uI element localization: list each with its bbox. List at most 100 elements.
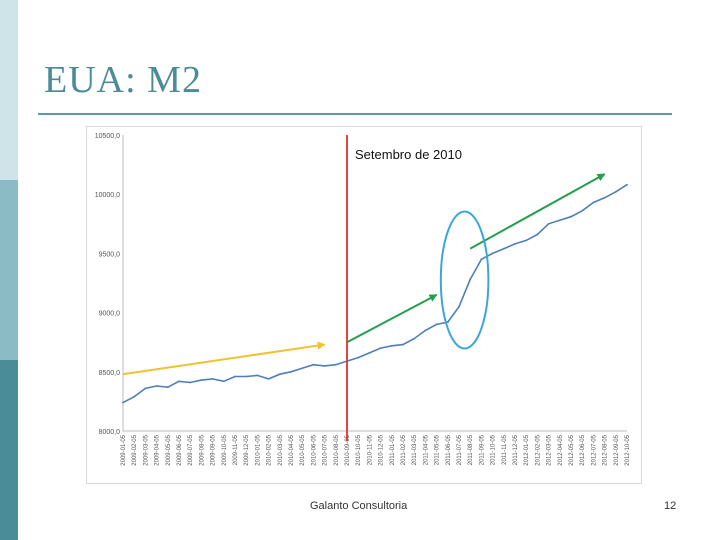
x-tick-label: 2012-06-05 [580, 434, 586, 465]
title-rule [38, 113, 672, 115]
x-tick-label: 2009-12-05 [244, 434, 250, 465]
x-tick-label: 2009-03-05 [143, 434, 149, 465]
m2-data-point [514, 243, 516, 245]
x-tick-label: 2012-07-05 [591, 434, 597, 465]
chart-panel: 8000,0 8500,0 9000,0 9500,0 10000,0 10500,0 20… [86, 126, 642, 484]
x-tick-label: 2011-04-05 [423, 434, 429, 465]
x-tick-label: 2009-06-05 [177, 434, 183, 465]
footer-text: Galanto Consultoria [310, 500, 408, 512]
side-band-light [0, 0, 18, 180]
x-tick-label: 2009-02-05 [132, 434, 138, 465]
x-tick-label: 2010-05-05 [300, 434, 306, 465]
x-tick-label: 2011-11-05 [502, 434, 508, 464]
x-tick-label: 2011-10-05 [491, 434, 497, 465]
x-tick-label: 2010-03-05 [278, 434, 284, 465]
m2-data-point [502, 247, 505, 250]
x-tick-label: 2009-10-05 [222, 434, 228, 465]
trend-arrow [346, 293, 438, 344]
x-tick-label: 2010-10-05 [356, 434, 362, 465]
m2-data-point [480, 258, 483, 261]
m2-data-point [458, 305, 460, 308]
x-tick-label: 2010-04-05 [289, 434, 295, 465]
x-tick-label: 2011-08-05 [468, 434, 474, 465]
trend-arrow [469, 173, 606, 250]
m2-data-point [581, 209, 584, 212]
m2-data-point [402, 343, 404, 346]
m2-data-point [368, 351, 371, 354]
m2-data-point [133, 395, 136, 398]
m2-data-point [469, 278, 472, 281]
x-tick-label: 2010-01-05 [255, 434, 261, 465]
x-tick-label: 2012-02-05 [535, 434, 541, 465]
x-tick-label: 2009-05-05 [166, 434, 172, 465]
m2-data-point [256, 374, 259, 377]
m2-data-point [301, 367, 304, 370]
highlight-ellipse [439, 210, 490, 350]
x-tick-label: 2009-01-05 [121, 434, 127, 465]
x-tick-label: 2010-02-05 [267, 434, 273, 465]
x-tick-label: 2011-06-05 [446, 434, 452, 465]
m2-data-point [413, 337, 416, 340]
m2-data-point [626, 183, 628, 186]
m2-data-point [614, 190, 617, 193]
y-tick-label: 10000,0 [95, 192, 120, 199]
m2-data-point [278, 373, 281, 376]
m2-data-point [245, 375, 248, 378]
m2-data-point [200, 379, 203, 381]
x-tick-label: 2011-07-05 [457, 434, 463, 465]
x-tick-label: 2012-09-05 [614, 434, 620, 465]
m2-data-point [267, 378, 270, 380]
y-tick-label: 8000,0 [99, 429, 121, 436]
m2-data-point [603, 196, 606, 199]
m2-data-point [357, 356, 360, 359]
m2-data-point [144, 387, 147, 390]
x-tick-label: 2012-01-05 [524, 434, 530, 465]
y-tick-label: 8500,0 [99, 370, 121, 377]
m2-data-point [491, 252, 494, 255]
m2-data-point [570, 215, 572, 218]
x-tick-label: 2009-08-05 [199, 434, 205, 465]
x-tick-label: 2010-12-05 [379, 434, 385, 465]
m2-data-point [558, 219, 561, 222]
x-tick-label: 2011-05-05 [435, 434, 441, 465]
x-tick-label: 2010-07-05 [323, 434, 329, 465]
m2-data-point [234, 375, 236, 378]
m2-data-point [435, 323, 438, 326]
x-tick-label: 2012-10-05 [625, 434, 631, 465]
m2-data-point [525, 239, 528, 242]
x-tick-label: 2010-06-05 [311, 434, 317, 465]
m2-data-point [446, 321, 449, 323]
m2-data-point [155, 385, 158, 387]
x-tick-label: 2009-04-05 [155, 434, 161, 465]
m2-data-point [211, 378, 214, 380]
m2-data-point [547, 222, 550, 225]
side-band-dark [0, 360, 18, 540]
x-tick-label: 2010-11-05 [367, 434, 373, 465]
x-tick-label: 2011-12-05 [513, 434, 519, 465]
x-tick-label: 2012-08-05 [603, 434, 609, 465]
m2-data-point [222, 380, 225, 383]
x-tick-label: 2010-08-05 [334, 434, 340, 465]
m2-data-point [323, 364, 326, 367]
slide-title: EUA: M2 [44, 59, 202, 101]
m2-data-point [334, 363, 337, 366]
m2-data-point [166, 386, 169, 389]
m2-data-point [536, 233, 539, 236]
y-tick-label: 9500,0 [99, 251, 121, 258]
m2-data-point [178, 380, 180, 383]
m2-series-line [122, 184, 628, 404]
m2-data-point [122, 401, 124, 404]
x-tick-label: 2011-03-05 [412, 434, 418, 465]
x-tick-label: 2009-11-05 [233, 434, 239, 465]
m2-data-point [312, 363, 315, 366]
x-tick-label: 2009-07-05 [188, 434, 194, 465]
page-number: 12 [664, 500, 677, 512]
y-tick-label: 9000,0 [99, 311, 121, 318]
y-tick-label: 10500,0 [95, 133, 120, 140]
side-band-mid [0, 180, 18, 360]
m2-data-point [189, 381, 192, 384]
m2-data-point [379, 347, 382, 350]
x-tick-label: 2012-03-05 [547, 434, 553, 465]
x-tick-label: 2011-02-05 [401, 434, 407, 465]
m2-data-point [424, 329, 427, 332]
